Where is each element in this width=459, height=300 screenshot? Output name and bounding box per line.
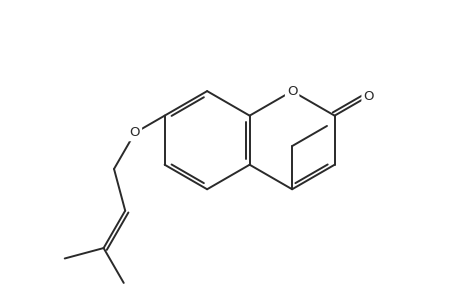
Text: O: O <box>363 89 373 103</box>
Text: O: O <box>286 85 297 98</box>
Text: O: O <box>129 126 140 139</box>
